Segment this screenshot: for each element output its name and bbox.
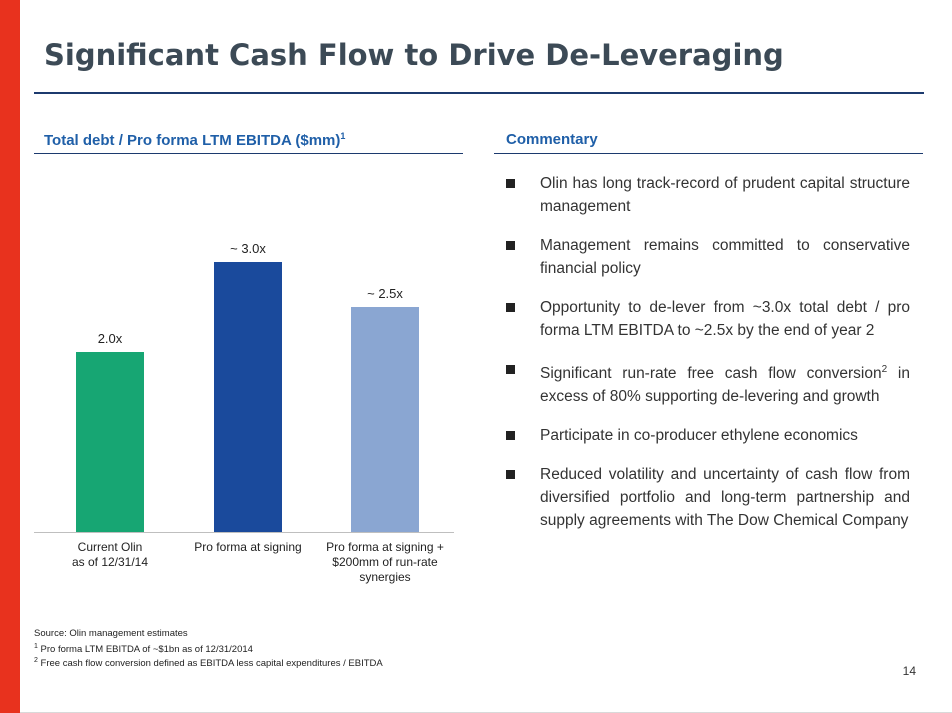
category-label-line: Pro forma at signing + xyxy=(326,540,444,554)
title-divider xyxy=(34,92,924,94)
commentary-bullet: Management remains committed to conserva… xyxy=(506,234,910,280)
commentary-list: Olin has long track-record of prudent ca… xyxy=(506,172,910,548)
bullet-text: Management remains committed to conserva… xyxy=(540,237,910,277)
bullet-text: Olin has long track-record of prudent ca… xyxy=(540,175,910,215)
chart-heading-divider xyxy=(34,153,463,154)
bullet-text: Opportunity to de-lever from ~3.0x total… xyxy=(540,299,910,339)
commentary-heading: Commentary xyxy=(506,131,598,148)
bullet-square-icon xyxy=(506,179,515,188)
chart-heading: Total debt / Pro forma LTM EBITDA ($mm)1 xyxy=(44,131,345,149)
category-label-line: synergies xyxy=(359,570,411,584)
commentary-bullet: Olin has long track-record of prudent ca… xyxy=(506,172,910,218)
data-label-2: ~ 2.5x xyxy=(367,286,403,301)
footnote-1-text: Pro forma LTM EBITDA of ~$1bn as of 12/3… xyxy=(37,644,253,656)
footnote-2-sup: 2 xyxy=(34,657,38,664)
category-label-line: as of 12/31/14 xyxy=(71,555,149,569)
footnote-1: 1 Pro forma LTM EBITDA of ~$1bn as of 12… xyxy=(34,643,253,655)
chart-heading-sup: 1 xyxy=(340,131,346,141)
category-label-line: Pro forma at signing xyxy=(194,540,302,554)
bar-0 xyxy=(76,352,144,532)
accent-bar xyxy=(0,0,20,713)
commentary-heading-divider xyxy=(494,153,923,154)
bullet-square-icon xyxy=(506,303,515,312)
bullet-text: Significant run-rate free cash flow conv… xyxy=(540,365,882,383)
bar-2 xyxy=(351,307,419,532)
bullet-text: Participate in co-producer ethylene econ… xyxy=(540,427,858,445)
category-label-2: Pro forma at signing + $200mm of run-rate… xyxy=(315,540,455,585)
category-label-1: Pro forma at signing xyxy=(178,540,318,555)
commentary-bullet: Participate in co-producer ethylene econ… xyxy=(506,424,910,447)
bar-chart: 2.0x ~ 3.0x ~ 2.5x xyxy=(34,241,454,533)
commentary-bullet: Opportunity to de-lever from ~3.0x total… xyxy=(506,296,910,342)
category-label-line: Current Olin xyxy=(77,540,143,554)
data-label-1: ~ 3.0x xyxy=(230,241,266,256)
footnote-1-sup: 1 xyxy=(34,643,38,650)
category-label-0: Current Olin as of 12/31/14 xyxy=(40,540,180,570)
bullet-square-icon xyxy=(506,241,515,250)
category-label-line: $200mm of run-rate xyxy=(332,555,438,569)
bar-1 xyxy=(214,262,282,532)
page-number: 14 xyxy=(902,664,916,678)
data-label-0: 2.0x xyxy=(98,331,123,346)
page-title: Significant Cash Flow to Drive De-Levera… xyxy=(44,38,784,72)
bullet-square-icon xyxy=(506,470,515,480)
bullet-text-continued: in excess of 80% supporting de-levering … xyxy=(540,365,910,406)
footnote-2: 2 Free cash flow conversion defined as E… xyxy=(34,657,383,669)
footnote-source: Source: Olin management estimates xyxy=(34,628,188,639)
bullet-square-icon xyxy=(506,431,515,441)
bullet-square-icon xyxy=(506,365,515,374)
commentary-bullet: Significant run-rate free cash flow conv… xyxy=(506,358,910,408)
chart-heading-text: Total debt / Pro forma LTM EBITDA ($mm) xyxy=(44,132,341,149)
commentary-bullet: Reduced volatility and uncertainty of ca… xyxy=(506,463,910,532)
bullet-text: Reduced volatility and uncertainty of ca… xyxy=(540,466,910,530)
bullet-superscript: 2 xyxy=(881,364,888,375)
footnote-2-text: Free cash flow conversion defined as EBI… xyxy=(37,658,383,670)
